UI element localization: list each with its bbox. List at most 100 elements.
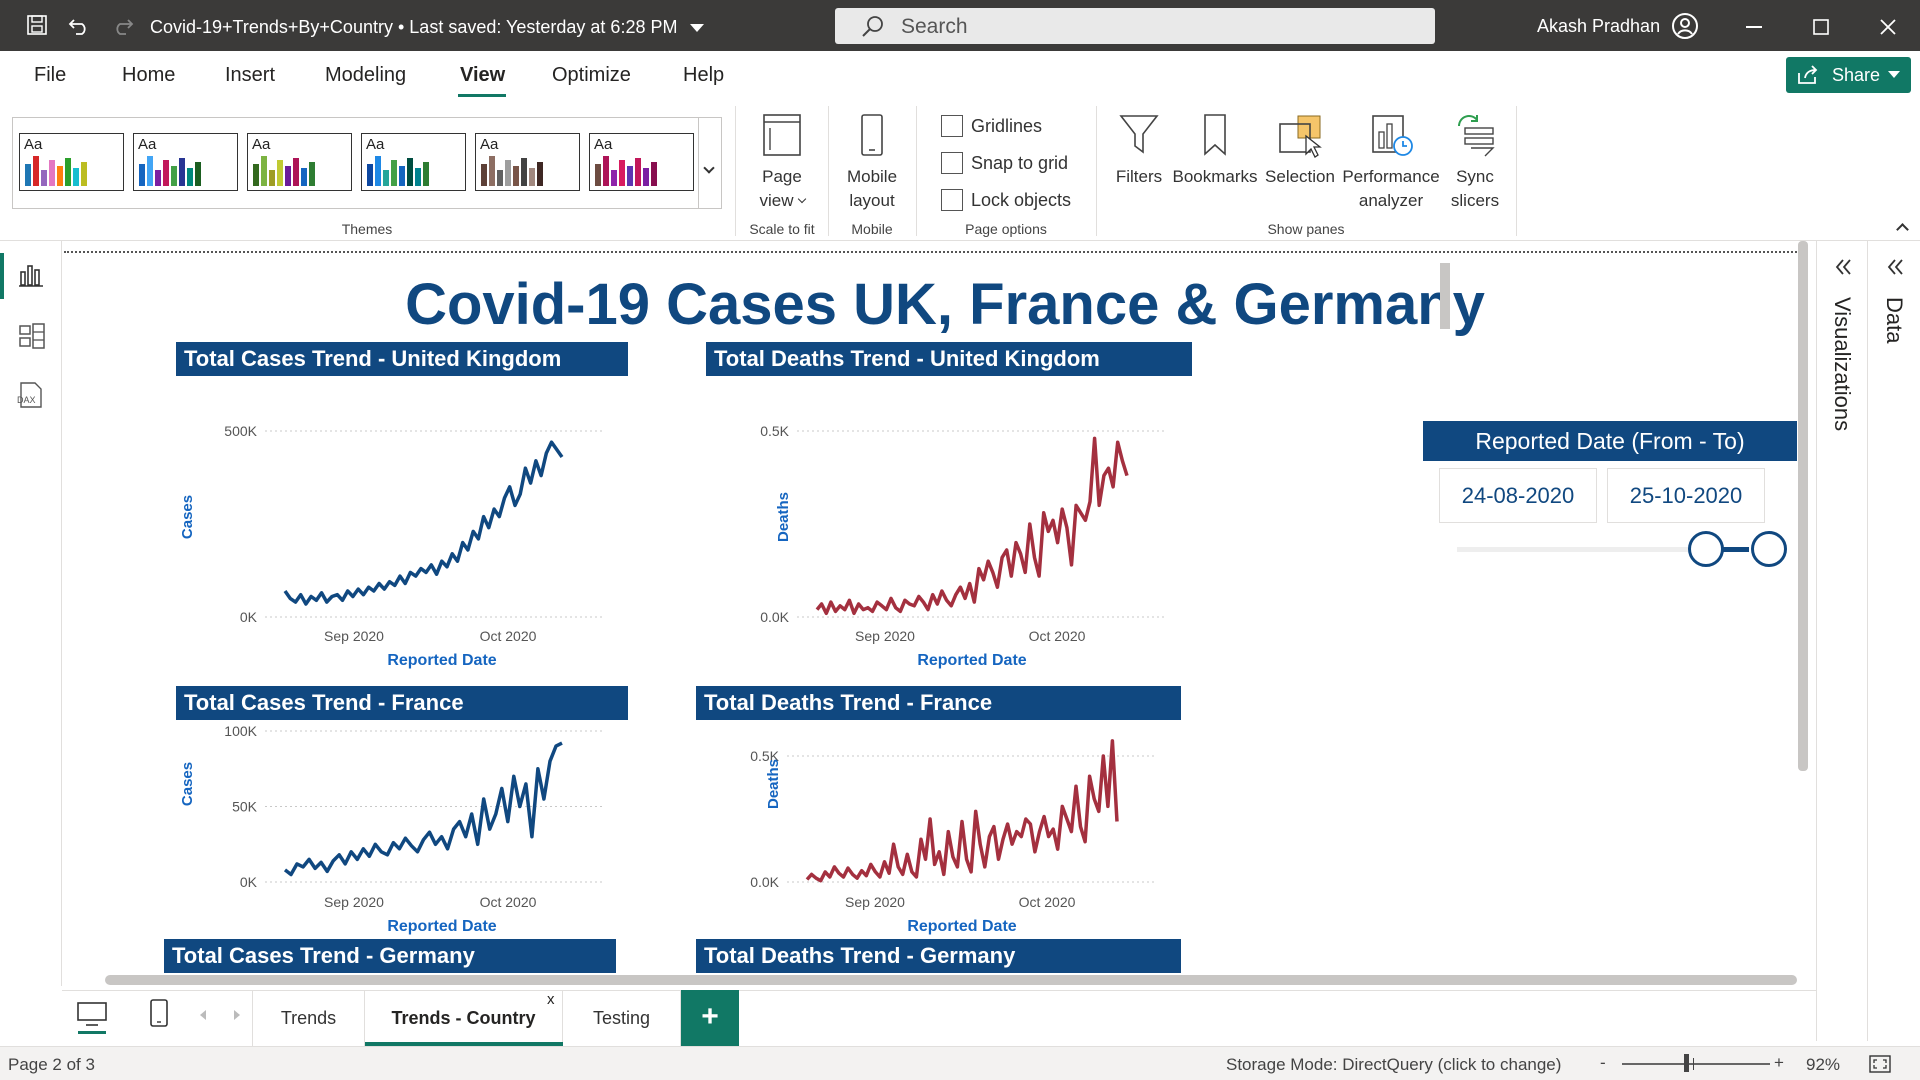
- menu-view[interactable]: View: [460, 64, 506, 86]
- title-cursor-marker: [1440, 263, 1450, 329]
- slicer-from-date-input[interactable]: 24-08-2020: [1439, 468, 1597, 523]
- theme-option-4[interactable]: Aa: [361, 133, 466, 191]
- data-pane-tab[interactable]: Data: [1882, 297, 1907, 344]
- menu-home[interactable]: Home: [122, 64, 176, 86]
- scroll-tabs-right-icon[interactable]: [234, 1010, 240, 1020]
- page-view-button[interactable]: Page view: [745, 112, 819, 212]
- storage-mode-button[interactable]: Storage Mode: DirectQuery (click to chan…: [1226, 1055, 1562, 1074]
- tab-testing[interactable]: Testing: [563, 990, 681, 1046]
- page-indicator: Page 2 of 3: [8, 1055, 95, 1074]
- selection-button[interactable]: Selection: [1260, 112, 1340, 212]
- theme-aa-label: Aa: [594, 136, 613, 153]
- sync-line1: Sync: [1456, 167, 1494, 186]
- horizontal-scrollbar[interactable]: [105, 975, 1797, 985]
- theme-color-swatch: [367, 164, 373, 186]
- menu-file[interactable]: File: [34, 64, 67, 86]
- vertical-scrollbar[interactable]: [1798, 241, 1808, 771]
- menu-help[interactable]: Help: [683, 64, 725, 86]
- mobile-group-label: Mobile: [851, 221, 893, 237]
- uk-cases-series-line[interactable]: [283, 440, 564, 606]
- germany-deaths-chart-title[interactable]: Total Deaths Trend - Germany: [696, 939, 1181, 973]
- tab-trends-country[interactable]: Trends - Country x: [365, 990, 563, 1046]
- file-title[interactable]: Covid-19+Trends+By+Country • Last saved:…: [150, 17, 705, 38]
- theme-color-swatch: [375, 156, 381, 186]
- save-icon[interactable]: [26, 14, 48, 36]
- themes-expand-button[interactable]: [698, 118, 721, 208]
- theme-color-swatch: [163, 160, 169, 186]
- avatar-icon[interactable]: [1671, 12, 1699, 40]
- active-layout-indicator: [78, 1031, 106, 1034]
- performance-analyzer-button[interactable]: Performance analyzer: [1340, 112, 1442, 212]
- chevron-down-icon[interactable]: [690, 24, 705, 33]
- theme-color-swatch: [25, 164, 31, 186]
- france-cases-series-line[interactable]: [283, 741, 563, 877]
- menu-modeling[interactable]: Modeling: [325, 64, 407, 86]
- theme-color-swatch: [277, 160, 283, 186]
- germany-cases-chart-title[interactable]: Total Cases Trend - Germany: [164, 939, 616, 973]
- menu-insert[interactable]: Insert: [225, 64, 276, 86]
- visualizations-pane-tab[interactable]: Visualizations: [1830, 297, 1855, 432]
- search-box[interactable]: Search: [835, 8, 1435, 44]
- minimize-icon[interactable]: [1746, 26, 1762, 28]
- france-cases-chart-title[interactable]: Total Cases Trend - France: [176, 686, 628, 720]
- zoom-slider-track[interactable]: [1622, 1063, 1770, 1065]
- close-icon[interactable]: [1880, 19, 1896, 35]
- desktop-layout-icon[interactable]: [76, 1001, 108, 1027]
- dax-query-view-icon[interactable]: DAX: [15, 381, 45, 409]
- filters-label: Filters: [1115, 167, 1163, 186]
- report-view-icon[interactable]: [18, 262, 44, 288]
- expand-visualizations-icon[interactable]: [1833, 257, 1853, 277]
- theme-color-swatch: [301, 168, 307, 186]
- theme-option-2[interactable]: Aa: [133, 133, 238, 191]
- theme-option-6[interactable]: Aa: [589, 133, 694, 191]
- x-tick-label: Sep 2020: [845, 894, 905, 910]
- redo-icon[interactable]: [112, 14, 134, 36]
- bookmarks-button[interactable]: Bookmarks: [1170, 112, 1260, 212]
- theme-option-1[interactable]: Aa: [19, 133, 124, 191]
- expand-data-icon[interactable]: [1885, 257, 1905, 277]
- table-view-icon[interactable]: [18, 322, 46, 350]
- fit-to-page-icon[interactable]: [1868, 1054, 1892, 1074]
- france-deaths-chart-title[interactable]: Total Deaths Trend - France: [696, 686, 1181, 720]
- scroll-tabs-left-icon[interactable]: [200, 1010, 206, 1020]
- uk-cases-chart-title[interactable]: Total Cases Trend - United Kingdom: [176, 342, 628, 376]
- mobile-layout-button[interactable]: Mobile layout: [836, 112, 908, 212]
- svg-text:DAX: DAX: [17, 395, 36, 405]
- sync-slicers-button[interactable]: Sync slicers: [1442, 112, 1508, 212]
- gridlines-checkbox[interactable]: [941, 115, 963, 137]
- maximize-icon[interactable]: [1813, 19, 1829, 35]
- menu-optimize[interactable]: Optimize: [552, 64, 631, 86]
- mobile-layout-line2: layout: [849, 191, 895, 210]
- share-button[interactable]: Share: [1786, 57, 1911, 93]
- theme-option-5[interactable]: Aa: [475, 133, 580, 191]
- zoom-in-button[interactable]: +: [1774, 1053, 1784, 1072]
- zoom-slider-thumb[interactable]: [1684, 1054, 1689, 1072]
- theme-color-swatch: [521, 158, 527, 186]
- uk-deaths-chart-title[interactable]: Total Deaths Trend - United Kingdom: [706, 342, 1192, 376]
- slicer-end-handle[interactable]: [1751, 531, 1787, 567]
- theme-color-swatch: [269, 170, 275, 186]
- y-tick-label: 500K: [224, 423, 257, 439]
- france-deaths-series-line[interactable]: [805, 739, 1119, 883]
- uk-deaths-series-line[interactable]: [815, 436, 1129, 616]
- close-tab-icon[interactable]: x: [547, 991, 555, 1008]
- snap-to-grid-checkbox[interactable]: [941, 152, 963, 174]
- lock-objects-checkbox[interactable]: [941, 189, 963, 211]
- view-switcher-rail: DAX: [0, 241, 62, 986]
- filters-button[interactable]: Filters: [1108, 112, 1170, 212]
- theme-color-swatch: [285, 166, 291, 186]
- add-page-button[interactable]: +: [681, 990, 739, 1046]
- theme-color-swatch: [33, 156, 39, 186]
- mobile-layout-icon[interactable]: [148, 998, 170, 1028]
- undo-icon[interactable]: [68, 14, 90, 36]
- tab-trends[interactable]: Trends: [253, 990, 365, 1046]
- slicer-to-date-input[interactable]: 25-10-2020: [1607, 468, 1765, 523]
- slicer-start-handle[interactable]: [1688, 531, 1724, 567]
- y-tick-label: 0.5K: [750, 748, 779, 764]
- theme-option-3[interactable]: Aa: [247, 133, 352, 191]
- zoom-out-button[interactable]: -: [1600, 1053, 1606, 1072]
